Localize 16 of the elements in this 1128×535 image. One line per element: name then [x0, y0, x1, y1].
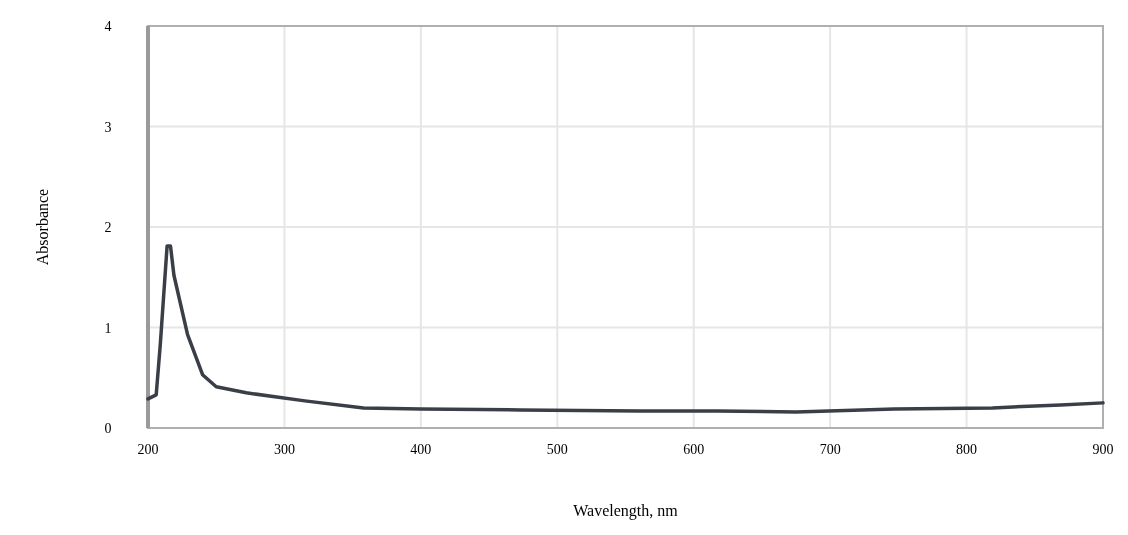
x-tick-label: 700 [819, 442, 841, 457]
y-axis-title: Absorbance [34, 188, 51, 266]
y-tick-label: 0 [104, 421, 112, 436]
x-tick-label: 600 [683, 442, 705, 457]
y-tick-label: 3 [104, 119, 112, 135]
y-tick-label: 2 [104, 220, 112, 235]
x-tick-label: 500 [546, 442, 568, 457]
y-tick-label: 4 [104, 19, 112, 34]
x-tick-label: 300 [273, 442, 295, 457]
x-tick-label: 800 [956, 442, 978, 457]
x-tick-label: 200 [137, 442, 159, 457]
x-tick-label: 400 [410, 442, 432, 457]
line-series [146, 244, 1105, 414]
x-axis-title: Wavelength, nm [573, 502, 679, 520]
x-tick-label: 900 [1092, 442, 1114, 457]
y-tick-label: 1 [104, 320, 112, 336]
